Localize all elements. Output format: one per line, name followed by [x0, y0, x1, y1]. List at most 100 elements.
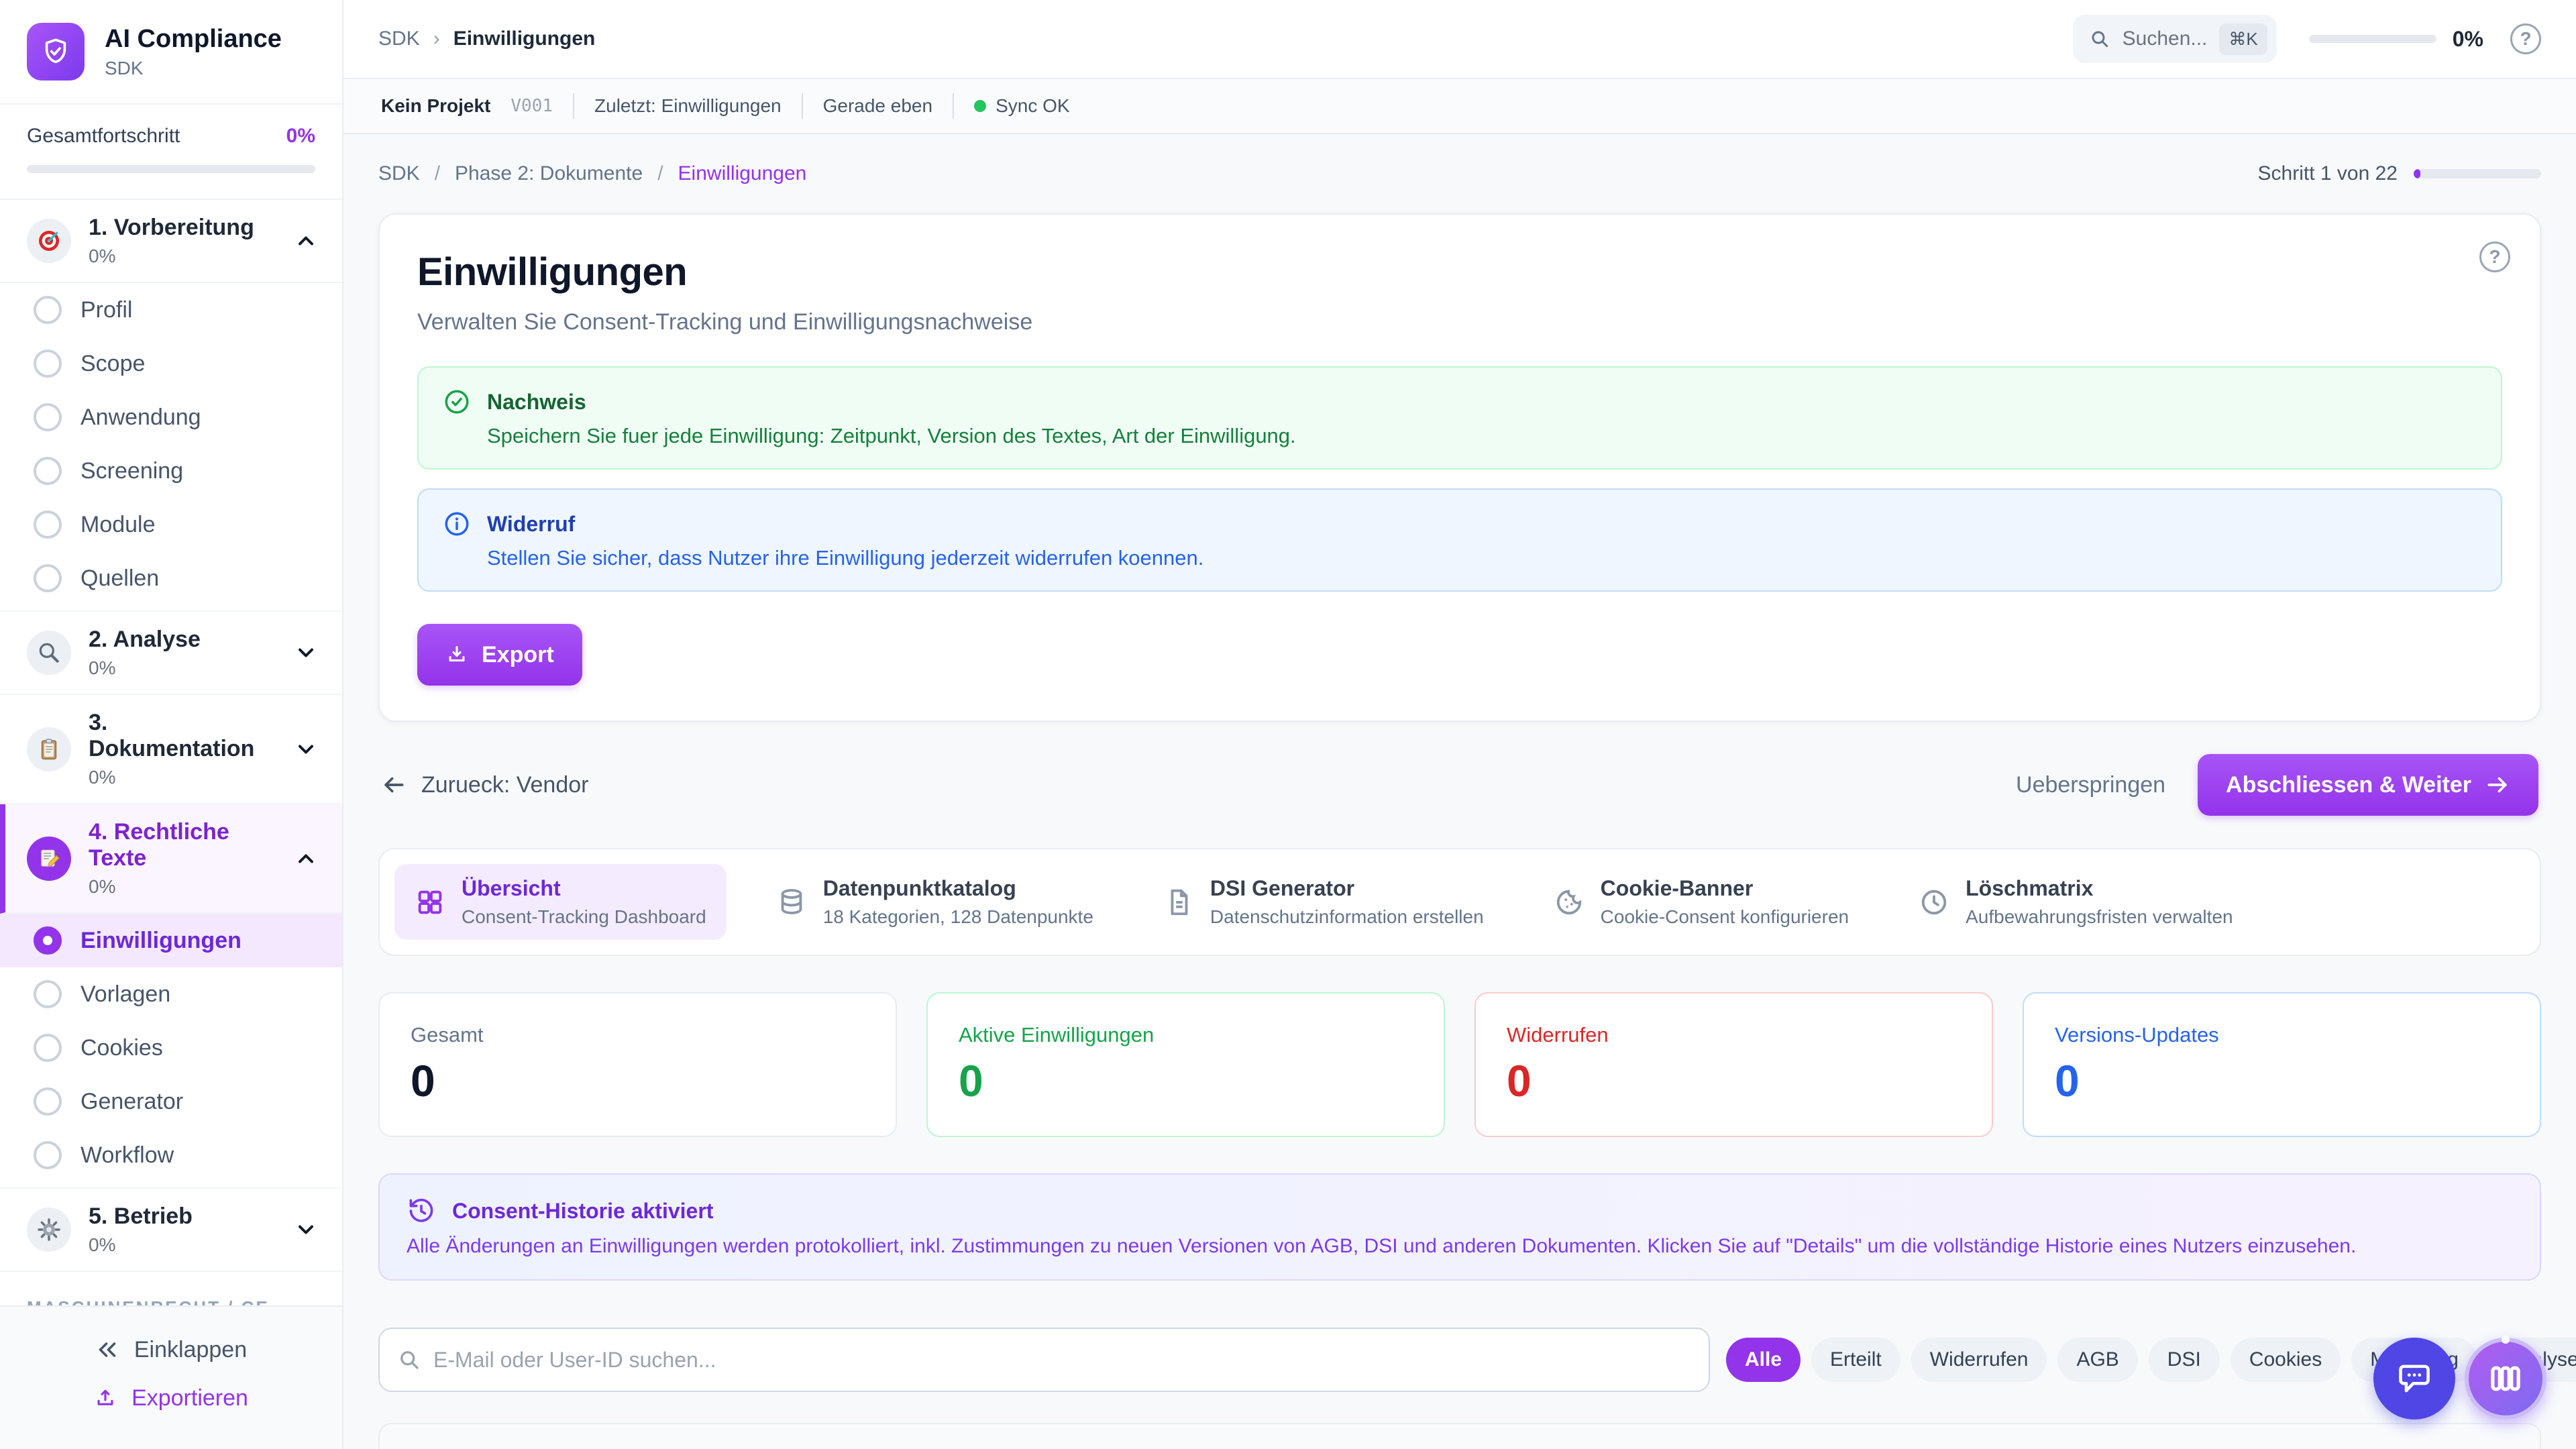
sidebar-nav: 1. Vorbereitung 0% Profil Scope Anwendun…	[0, 200, 342, 1305]
arrow-right-icon	[2485, 772, 2510, 798]
last-visited: Zuletzt: Einwilligungen	[594, 95, 782, 116]
sidebar-section-vorbereitung[interactable]: 1. Vorbereitung 0%	[0, 200, 342, 283]
chevron-right-icon: ›	[433, 28, 440, 50]
page-subtitle: Verwalten Sie Consent-Tracking und Einwi…	[417, 309, 1033, 335]
banner-title: Consent-Historie aktiviert	[452, 1198, 714, 1223]
sidebar-item-profil[interactable]: Profil	[0, 283, 342, 337]
filter-chip-widerrufen[interactable]: Widerrufen	[1911, 1338, 2047, 1382]
search-placeholder: Suchen...	[2122, 28, 2208, 50]
global-search-button[interactable]: Suchen... ⌘K	[2072, 15, 2277, 63]
version-badge: V001	[511, 96, 553, 116]
radio-icon	[34, 403, 62, 431]
double-chevron-left-icon	[95, 1338, 119, 1362]
filter-chip-cookies[interactable]: Cookies	[2230, 1338, 2341, 1382]
filter-chip-erteilt[interactable]: Erteilt	[1811, 1338, 1900, 1382]
sidebar-item-screening[interactable]: Screening	[0, 444, 342, 498]
sidebar-item-einwilligungen[interactable]: Einwilligungen	[0, 914, 342, 967]
sidebar-item-cookies[interactable]: Cookies	[0, 1021, 342, 1075]
divider	[953, 93, 955, 119]
last-saved-time: Gerade eben	[822, 95, 933, 116]
document-icon	[1163, 887, 1194, 918]
sync-status: Sync OK	[974, 95, 1070, 117]
export-button[interactable]: Export	[417, 624, 582, 686]
page-breadcrumb-root[interactable]: SDK	[378, 162, 420, 184]
radio-icon	[34, 350, 62, 378]
step-label: Schritt 1 von 22	[2257, 162, 2398, 184]
overall-progress-value: 0%	[286, 125, 315, 147]
sidebar-item-module[interactable]: Module	[0, 498, 342, 551]
magnifier-icon	[27, 631, 71, 675]
radio-checked-icon	[34, 926, 62, 955]
radio-icon	[34, 296, 62, 324]
section-progress: 0%	[89, 246, 116, 266]
filter-chip-dsi[interactable]: DSI	[2148, 1338, 2220, 1382]
target-icon	[27, 219, 71, 263]
sidebar-item-generator[interactable]: Generator	[0, 1075, 342, 1128]
skip-button[interactable]: Ueberspringen	[2016, 771, 2166, 798]
radio-icon	[34, 1141, 62, 1169]
tab-uebersicht[interactable]: Übersicht Consent-Tracking Dashboard	[394, 864, 727, 940]
app-subtitle: SDK	[105, 57, 144, 78]
app-title: AI Compliance	[105, 24, 282, 53]
tab-dsi-generator[interactable]: DSI Generator Datenschutzinformation erst…	[1143, 864, 1504, 940]
overall-progress-bar	[27, 165, 315, 173]
user-search-input[interactable]	[378, 1328, 1710, 1392]
breadcrumb-root[interactable]: SDK	[378, 28, 420, 50]
back-link[interactable]: Zurueck: Vendor	[381, 772, 588, 798]
columns-panel-button[interactable]	[2465, 1338, 2546, 1419]
main-area: SDK › Einwilligungen Suchen... ⌘K 0% Kei…	[343, 0, 2576, 1449]
app-brand: AI Compliance SDK	[0, 0, 342, 105]
note-body: Speichern Sie fuer jede Einwilligung: Ze…	[487, 424, 1296, 447]
chevron-down-icon	[294, 1218, 318, 1242]
chevron-down-icon	[294, 641, 318, 665]
sidebar-section-rechtliche-texte[interactable]: 4. Rechtliche Texte 0%	[0, 804, 342, 914]
info-circle-icon	[443, 510, 471, 538]
memo-icon	[27, 836, 71, 881]
chevron-down-icon	[294, 737, 318, 761]
tab-loeschmatrix[interactable]: Löschmatrix Aufbewahrungsfristen verwalte…	[1898, 864, 2253, 940]
sidebar-section-analyse[interactable]: 2. Analyse 0%	[0, 612, 342, 695]
tab-datenpunktkatalog[interactable]: Datenpunktkatalog 18 Kategorien, 128 Date…	[756, 864, 1114, 940]
note-title: Nachweis	[487, 389, 586, 414]
search-icon	[397, 1348, 421, 1372]
sidebar-item-workflow[interactable]: Workflow	[0, 1128, 342, 1182]
sidebar-section-betrieb[interactable]: 5. Betrieb 0%	[0, 1189, 342, 1272]
sidebar-item-quellen[interactable]: Quellen	[0, 551, 342, 605]
keyboard-shortcut-badge: ⌘K	[2219, 23, 2267, 55]
sidebar-section-dokumentation[interactable]: 3. Dokumentation 0%	[0, 695, 342, 804]
finish-next-button[interactable]: Abschliessen & Weiter	[2198, 754, 2538, 816]
cookie-icon	[1554, 887, 1585, 918]
stat-versions-updates: Versions-Updates 0	[2023, 992, 2541, 1137]
page-breadcrumb-phase[interactable]: Phase 2: Dokumente	[455, 162, 643, 184]
tab-cookie-banner[interactable]: Cookie-Banner Cookie-Consent konfiguriere…	[1534, 864, 1869, 940]
topbar-progress-bar	[2308, 35, 2436, 43]
table-header-row: NUTZER TYP STATUS ERTEILT AM WIDERRUFEN …	[380, 1424, 2540, 1449]
radio-icon	[34, 1034, 62, 1062]
sidebar-item-anwendung[interactable]: Anwendung	[0, 390, 342, 444]
filter-chip-alle[interactable]: Alle	[1726, 1338, 1801, 1382]
overall-progress-label: Gesamtfortschritt	[27, 125, 180, 147]
radio-icon	[34, 457, 62, 485]
step-progress-bar	[2414, 169, 2541, 178]
note-title: Widerruf	[487, 511, 576, 536]
divider	[573, 93, 575, 119]
history-icon	[407, 1196, 436, 1226]
chat-button[interactable]	[2373, 1338, 2455, 1419]
statusbar: Kein Projekt V001 Zuletzt: Einwilligunge…	[343, 79, 2576, 134]
export-sidebar-button[interactable]: Exportieren	[0, 1374, 342, 1422]
note-widerruf: Widerruf Stellen Sie sicher, dass Nutzer…	[417, 488, 2502, 592]
help-icon[interactable]	[2510, 23, 2541, 54]
card-help-icon[interactable]	[2479, 241, 2510, 272]
collapse-sidebar-button[interactable]: Einklappen	[0, 1326, 342, 1374]
topbar: SDK › Einwilligungen Suchen... ⌘K 0%	[343, 0, 2576, 79]
chevron-up-icon	[294, 229, 318, 253]
sidebar-item-vorlagen[interactable]: Vorlagen	[0, 967, 342, 1021]
topbar-progress-value: 0%	[2452, 26, 2483, 51]
subtabs: Übersicht Consent-Tracking Dashboard Date…	[378, 848, 2541, 956]
stat-gesamt: Gesamt 0	[378, 992, 897, 1137]
sidebar-item-scope[interactable]: Scope	[0, 337, 342, 390]
step-progress: Schritt 1 von 22	[2258, 162, 2541, 185]
upload-icon	[94, 1387, 117, 1409]
radio-icon	[34, 564, 62, 592]
filter-chip-agb[interactable]: AGB	[2057, 1338, 2138, 1382]
